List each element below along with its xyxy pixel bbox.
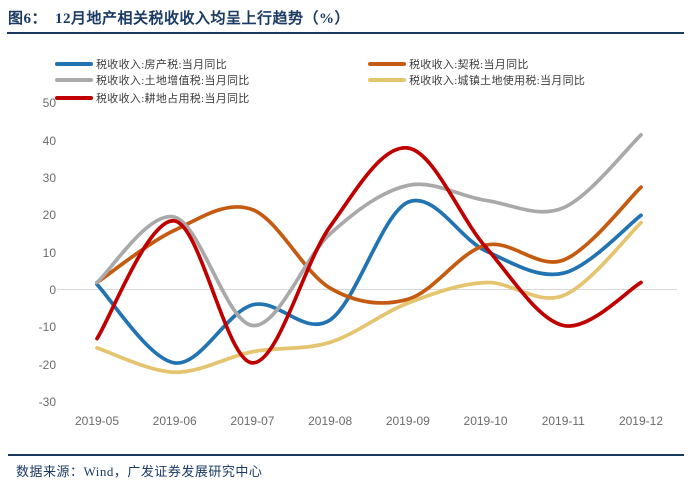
series-line-urban-land-use-tax — [95, 220, 643, 375]
x-axis-tick-label: 2019-10 — [463, 414, 508, 428]
legend-item-land-vat: 税收收入:土地增值税:当月同比 — [55, 74, 250, 87]
figure-title: 12月地产相关税收收入均呈上行趋势（%） — [55, 11, 351, 27]
source-note: 数据来源：Wind，广发证券发展研究中心 — [16, 464, 263, 479]
y-axis-tick-label: -30 — [38, 395, 56, 410]
x-axis-tick-label: 2019-06 — [152, 414, 197, 428]
y-axis-tick-label: 40 — [42, 133, 56, 148]
x-axis-tick-label: 2019-09 — [385, 414, 430, 428]
y-axis-tick-label: 30 — [42, 170, 56, 185]
legend-label: 税收收入:契税:当月同比 — [409, 59, 529, 71]
x-axis-tick-label: 2019-05 — [74, 414, 120, 428]
y-axis-tick-label: -20 — [38, 357, 56, 372]
legend-line-swatch — [368, 78, 406, 82]
legend-line-swatch — [368, 62, 406, 66]
legend-label: 税收收入:土地增值税:当月同比 — [96, 75, 250, 87]
legend-label: 税收收入:耕地占用税:当月同比 — [96, 93, 250, 105]
figure-header: 图6： 12月地产相关税收收入均呈上行趋势（%） — [8, 7, 350, 28]
y-axis-tick-label: 20 — [42, 208, 56, 223]
y-axis-tick-label: 50 — [42, 96, 56, 111]
legend-label: 税收收入:房产税:当月同比 — [96, 59, 228, 71]
y-axis-tick-label: 10 — [42, 245, 56, 260]
figure-label: 图6： — [8, 11, 48, 27]
legend-item-farmland-occupation-tax: 税收收入:耕地占用税:当月同比 — [55, 92, 250, 105]
series-line-farmland-occupation-tax — [95, 146, 643, 365]
x-axis-tick-label: 2019-11 — [541, 414, 585, 428]
legend-label: 税收收入:城镇土地使用税:当月同比 — [409, 75, 586, 87]
x-axis-tick-label: 2019-08 — [308, 414, 353, 428]
legend-item-property-tax: 税收收入:房产税:当月同比 — [55, 58, 228, 71]
series-line-property-tax — [95, 198, 643, 365]
legend-item-deed-tax: 税收收入:契税:当月同比 — [368, 58, 529, 71]
series-line-land-vat — [95, 133, 643, 328]
x-axis-tick-label: 2019-12 — [618, 414, 663, 428]
legend-line-swatch — [55, 78, 93, 82]
zero-gridline — [57, 289, 677, 290]
x-axis-tick-label: 2019-07 — [230, 414, 275, 428]
y-axis-tick-label: -10 — [38, 320, 56, 335]
title-underline — [7, 32, 684, 34]
legend-line-swatch — [55, 62, 93, 66]
legend-line-swatch — [55, 96, 93, 100]
legend-item-urban-land-use-tax: 税收收入:城镇土地使用税:当月同比 — [368, 74, 586, 87]
y-axis-tick-label: 0 — [49, 283, 56, 297]
footer-divider — [8, 454, 684, 456]
